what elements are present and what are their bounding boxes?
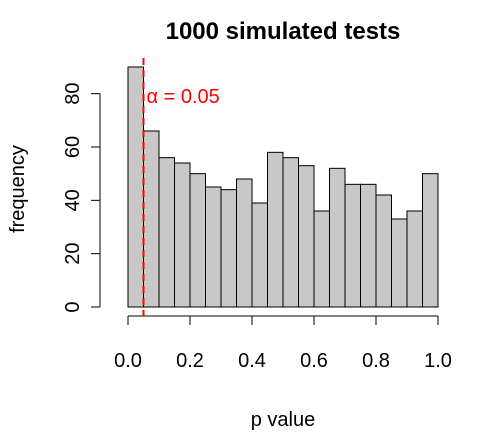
y-axis: 0 20 40 60 80 [62,83,101,313]
histogram-bar [391,218,408,308]
histogram-bar [205,186,222,308]
x-tick-label: 0.4 [238,350,266,372]
x-tick-label: 0.6 [300,350,328,372]
y-axis-label: frequency [7,145,29,233]
histogram-bar [406,210,423,308]
histogram-bar [329,167,346,308]
y-tick-label: 0 [62,301,84,312]
y-tick-label: 40 [62,189,84,211]
reference-line-group: α = 0.05 [142,58,220,316]
alpha-reference-label: α = 0.05 [147,86,220,108]
histogram-bar [189,173,206,308]
x-tick-label: 1.0 [424,350,452,372]
x-axis-label: p value [251,409,316,431]
x-axis: 0.0 0.2 0.4 0.6 0.8 1.0 [114,315,452,372]
histogram-bar [127,66,144,308]
histogram-bar [422,173,439,308]
x-tick-label: 0.8 [362,350,390,372]
histogram-bar [360,183,377,308]
histogram-bar [267,151,284,308]
histogram-bar [236,178,253,308]
y-tick-label: 20 [62,243,84,265]
histogram-bar [375,194,392,308]
y-tick-label: 60 [62,136,84,158]
x-tick-label: 0.2 [176,350,204,372]
histogram-bar [174,162,191,308]
histogram-bar [143,130,160,308]
histogram-bar [344,183,361,308]
histogram-bar [313,210,330,308]
y-tick-label: 80 [62,83,84,105]
bars-layer [127,66,439,308]
histogram-bar [298,165,315,308]
histogram-bar [251,202,268,308]
histogram-bar [282,157,299,308]
histogram-bar [158,157,175,308]
chart-title: 1000 simulated tests [166,18,401,45]
histogram-bar [220,189,237,308]
x-tick-label: 0.0 [114,350,142,372]
